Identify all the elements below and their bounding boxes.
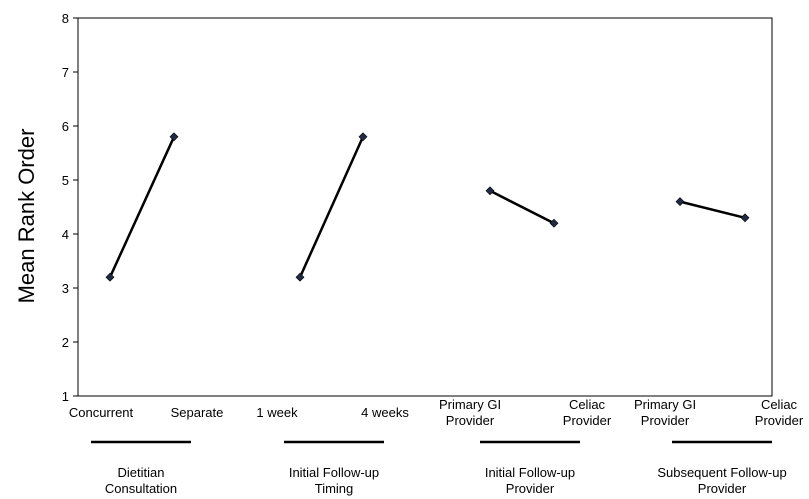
category-label: Celiac <box>569 397 606 412</box>
y-axis-label: Mean Rank Order <box>14 129 39 304</box>
y-tick-label: 1 <box>62 389 69 404</box>
y-tick-label: 7 <box>62 65 69 80</box>
y-tick-label: 5 <box>62 173 69 188</box>
category-label: Primary GI <box>634 397 696 412</box>
data-point <box>295 272 305 282</box>
y-tick-label: 8 <box>62 11 69 26</box>
category-labels: Concurrent Separate 1 week 4 weeks Primary G… <box>69 397 804 428</box>
group-label: Initial Follow-up <box>485 465 575 480</box>
data-point <box>169 132 179 142</box>
category-label: Celiac <box>761 397 798 412</box>
y-tick-label: 3 <box>62 281 69 296</box>
y-tick-label: 4 <box>62 227 69 242</box>
data-point <box>485 186 495 196</box>
group-label: Initial Follow-up <box>289 465 379 480</box>
category-label: Provider <box>641 413 690 428</box>
group-label: Subsequent Follow-up <box>657 465 786 480</box>
data-point <box>740 213 750 223</box>
category-label: Provider <box>446 413 495 428</box>
plot-frame <box>77 17 773 397</box>
y-axis-label-group: Mean Rank Order <box>14 129 39 304</box>
group-label: Timing <box>315 481 354 496</box>
y-tick-label: 6 <box>62 119 69 134</box>
category-label: Primary GI <box>439 397 501 412</box>
category-label: Separate <box>171 405 224 420</box>
category-label: Provider <box>563 413 612 428</box>
group-label: Provider <box>698 481 747 496</box>
series-line <box>489 189 555 225</box>
category-label: 4 weeks <box>361 405 409 420</box>
y-tick-label: 2 <box>62 335 69 350</box>
data-point <box>549 218 559 228</box>
group-label: Provider <box>506 481 555 496</box>
series-line <box>298 136 365 278</box>
axes <box>77 17 773 397</box>
group-label: Consultation <box>105 481 177 496</box>
category-label: 1 week <box>256 405 298 420</box>
data-point <box>675 197 685 207</box>
category-label: Provider <box>755 413 804 428</box>
data-point <box>105 272 115 282</box>
series-line <box>679 200 746 220</box>
data-point <box>358 132 368 142</box>
category-label: Concurrent <box>69 405 134 420</box>
y-ticks: 1 2 3 4 5 6 7 8 <box>62 11 78 404</box>
group-label: Dietitian <box>118 465 165 480</box>
series <box>105 132 750 282</box>
series-line <box>108 136 176 278</box>
